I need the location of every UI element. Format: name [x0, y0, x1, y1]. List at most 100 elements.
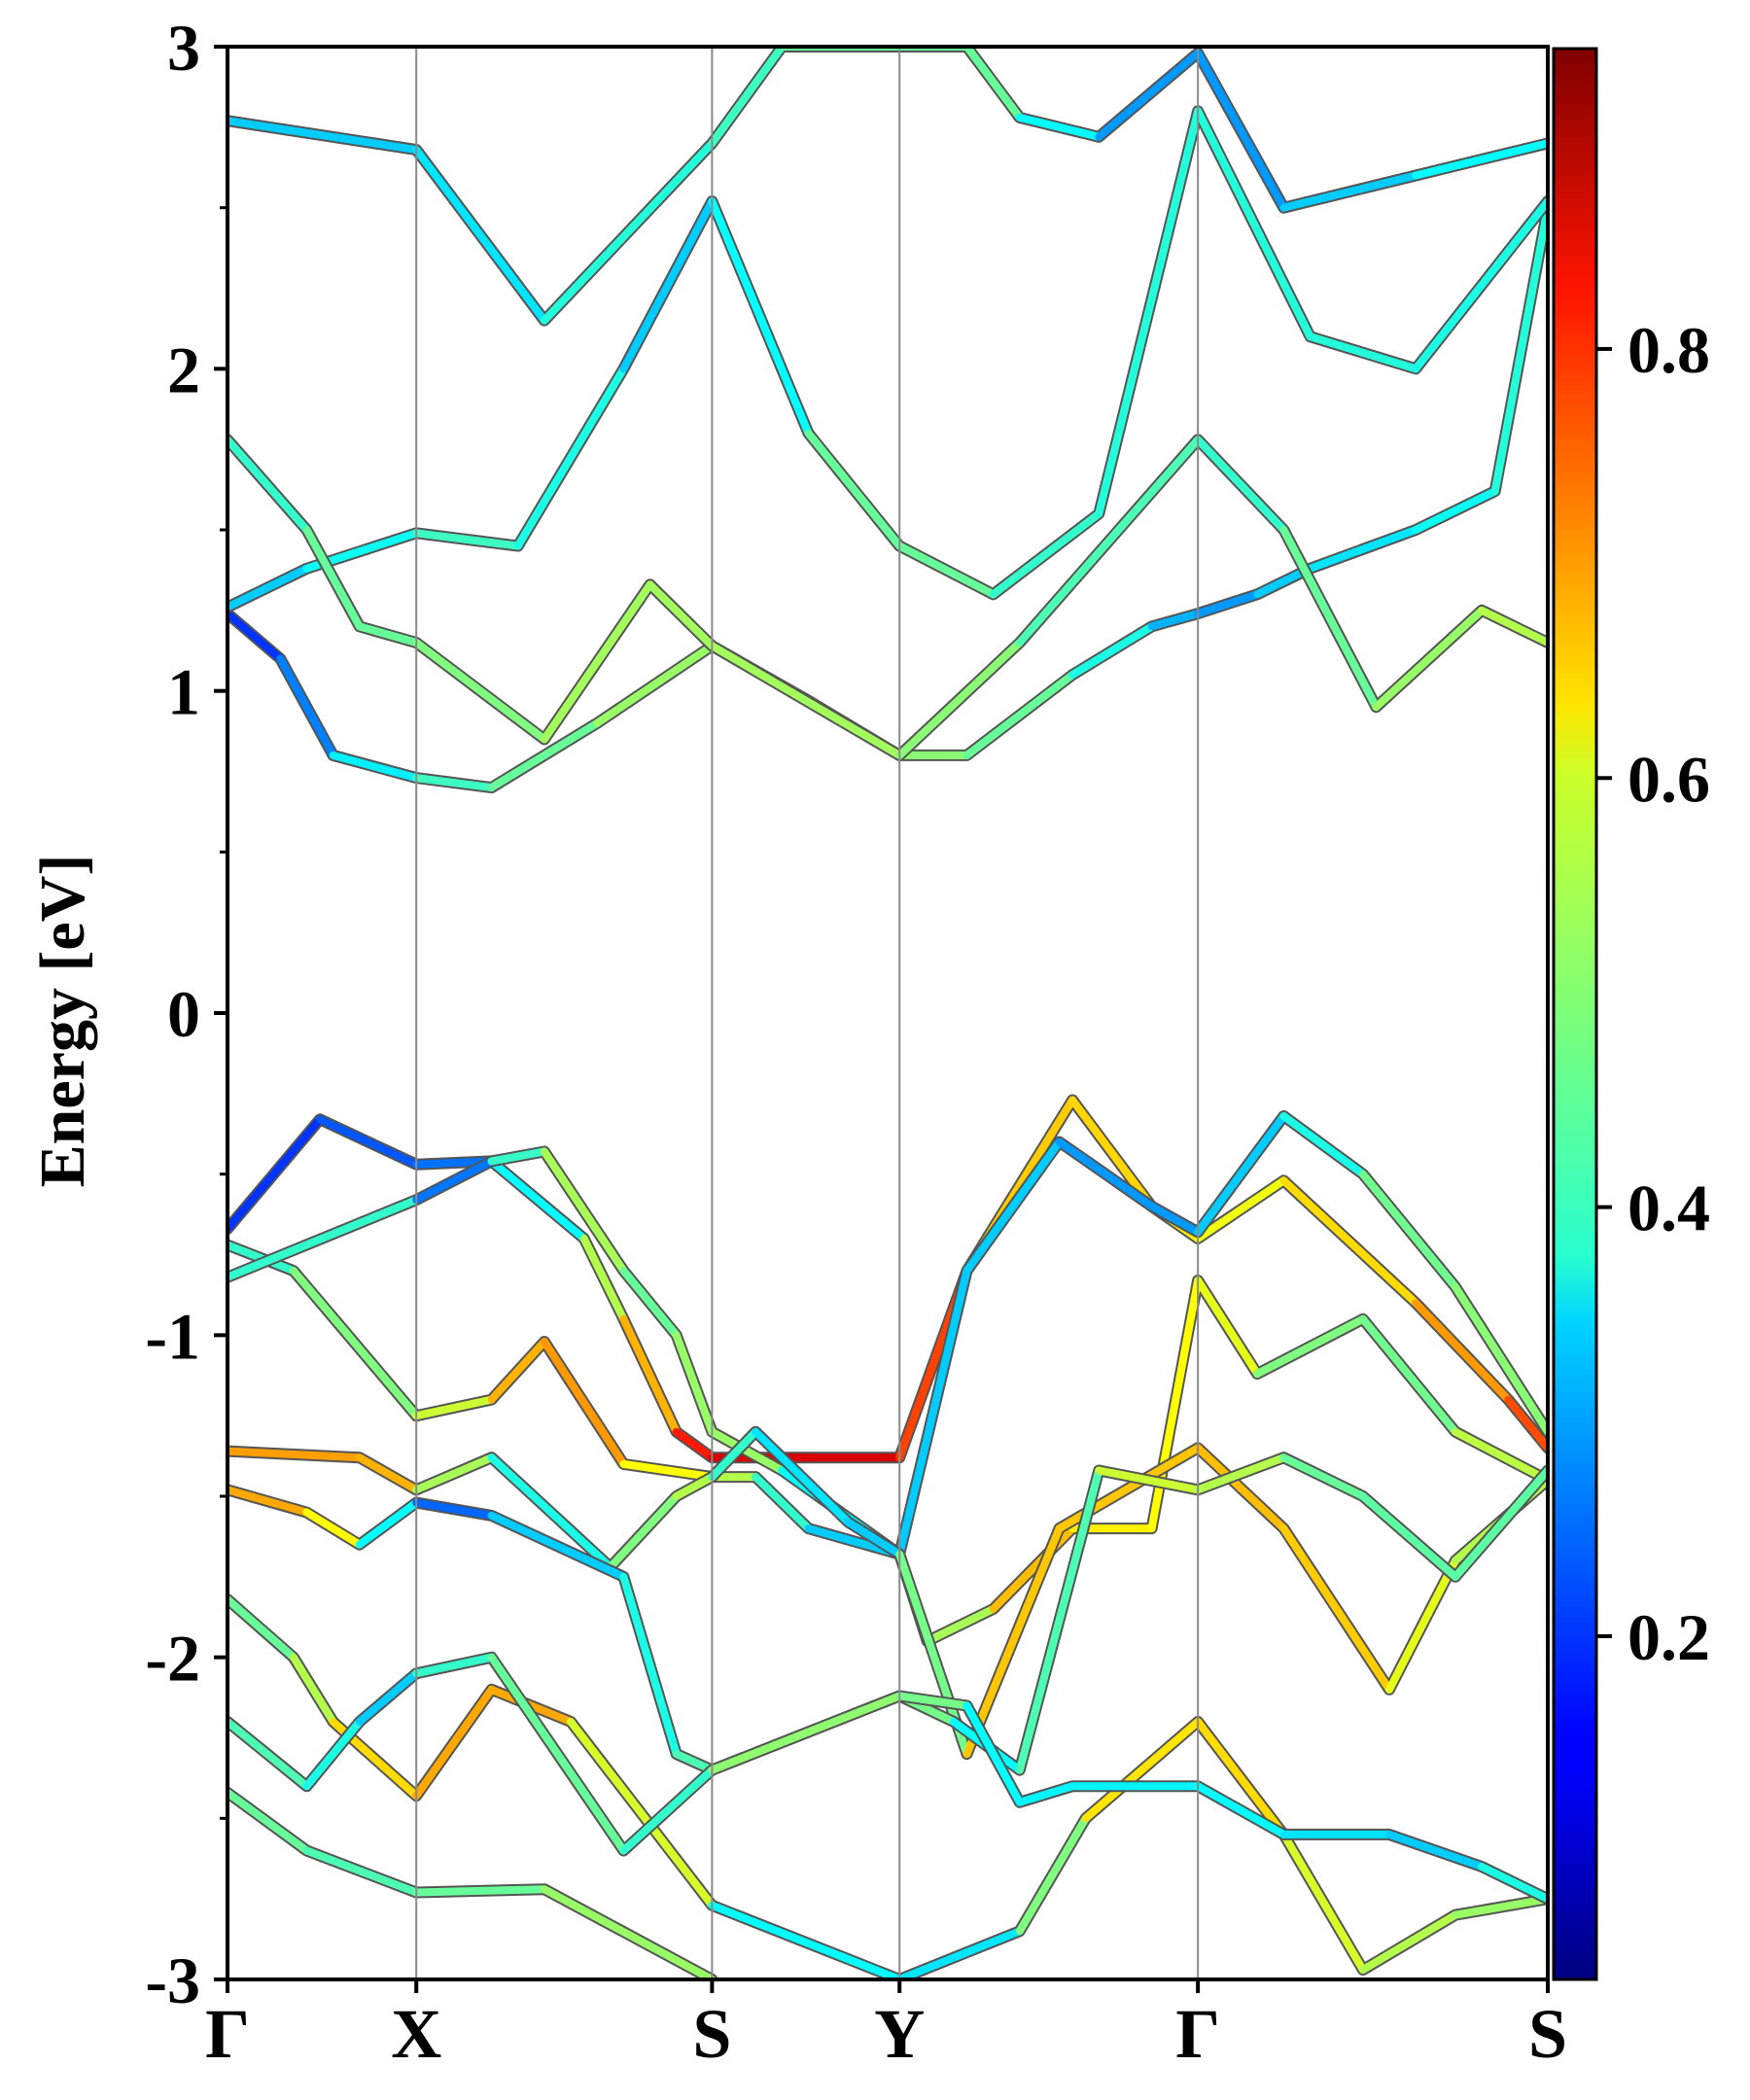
- colorbar-tick-label: 0.8: [1628, 313, 1710, 387]
- band-segment: [895, 542, 998, 599]
- band-segment: [412, 1653, 496, 1678]
- band-segment: [962, 47, 1024, 122]
- band-segment: [540, 580, 654, 744]
- band-segment: [289, 1653, 337, 1726]
- band-segment: [1194, 1112, 1288, 1237]
- band-segment: [1194, 1176, 1288, 1242]
- band-segment: [1385, 1830, 1487, 1872]
- band-segment: [1194, 1717, 1288, 1838]
- band-1: [228, 201, 1548, 794]
- band-segment: [412, 638, 548, 744]
- band-outline: [228, 47, 1548, 327]
- band-segment: [804, 429, 904, 550]
- band-segment: [355, 622, 421, 647]
- band-segment: [1015, 113, 1103, 141]
- band-segment: [1412, 197, 1548, 373]
- band-segment: [579, 1234, 628, 1323]
- band-segment: [708, 1692, 904, 1774]
- band-segment: [412, 1395, 496, 1420]
- band-segment: [276, 654, 337, 759]
- band-segment: [540, 1147, 628, 1276]
- band-segment: [962, 671, 1077, 759]
- band-segment: [1372, 606, 1487, 712]
- band-segment: [412, 529, 522, 550]
- band-segment: [619, 1267, 681, 1340]
- band-segment: [1055, 1138, 1156, 1210]
- band-10: [228, 1593, 1548, 1979]
- band-segment: [1412, 487, 1499, 534]
- band-segment: [1279, 1176, 1420, 1308]
- band-segment: [513, 365, 628, 550]
- band-segment: [228, 610, 285, 663]
- band-segment: [302, 1508, 364, 1549]
- band-segment: [619, 1314, 681, 1436]
- band-outline: [228, 1145, 1548, 1648]
- band-2: [228, 105, 1548, 613]
- band-segment: [1279, 1830, 1367, 1975]
- band-segment: [1358, 1314, 1459, 1436]
- band-segment: [1015, 1466, 1103, 1774]
- band-segment: [1253, 1314, 1367, 1379]
- band-segment: [228, 1115, 325, 1233]
- band-segment: [302, 526, 364, 631]
- band-segment: [302, 1846, 421, 1897]
- band-segment: [1306, 526, 1420, 573]
- band-segment: [1358, 1170, 1459, 1291]
- band-segment: [1194, 436, 1288, 534]
- band-3: [228, 434, 1548, 761]
- band-segment: [1279, 1524, 1394, 1694]
- band-segment: [606, 1492, 681, 1571]
- band-segment: [487, 1147, 548, 1166]
- colorbar: [1552, 47, 1598, 1981]
- y-tick-label: -2: [145, 1622, 200, 1696]
- band-segment: [1194, 107, 1314, 341]
- kpoint-label: X: [391, 1995, 441, 2073]
- band-segment: [412, 1498, 496, 1520]
- band-lines: [228, 47, 1548, 1979]
- band-segment: [228, 1447, 364, 1462]
- band-segment: [708, 47, 787, 148]
- band-segment: [708, 642, 904, 759]
- band-segment: [355, 1669, 421, 1726]
- band-segment: [302, 1717, 364, 1791]
- band-segment: [1279, 171, 1420, 212]
- band-segment: [1068, 622, 1156, 680]
- band-segment: [1279, 1453, 1367, 1500]
- band-segment: [1147, 610, 1203, 631]
- band-segment: [1015, 436, 1203, 647]
- band-segment: [895, 1692, 971, 1710]
- colorbar-tick-label: 0.4: [1628, 1172, 1710, 1245]
- band-segment: [228, 564, 311, 612]
- band-segment: [487, 1337, 548, 1404]
- band-5: [228, 1094, 1548, 1464]
- band-segment: [1385, 1557, 1459, 1694]
- band-segment: [487, 1157, 588, 1242]
- y-axis: -3 -2 -1 0 1 2 3: [145, 11, 228, 2017]
- band-12: [228, 1786, 718, 1979]
- band-segment: [228, 1595, 298, 1662]
- band-segment: [619, 1459, 717, 1482]
- band-segment: [989, 509, 1103, 599]
- band-segment: [619, 197, 717, 373]
- band-segment: [1194, 1444, 1288, 1533]
- band-segment: [567, 1717, 717, 1909]
- band-segment: [1478, 606, 1548, 647]
- band-segment: [708, 1901, 904, 1979]
- band-segment: [487, 1511, 628, 1581]
- plot-frame: [226, 45, 1550, 1981]
- band-segment: [1451, 1895, 1548, 1919]
- band-segment: [1015, 1782, 1077, 1806]
- band-segment: [289, 1267, 421, 1420]
- band-outline: [228, 1786, 718, 1979]
- band-segment: [672, 1473, 717, 1500]
- band-segment: [412, 1885, 548, 1897]
- band-segment: [1451, 1466, 1548, 1581]
- band-segment: [646, 580, 717, 650]
- band-segment: [923, 1604, 998, 1646]
- band-segment: [487, 1453, 614, 1571]
- band-segment: [412, 1685, 496, 1801]
- band-segment: [1490, 203, 1548, 496]
- kpoint-label: Γ: [205, 1995, 250, 2073]
- band-segment: [895, 638, 1024, 759]
